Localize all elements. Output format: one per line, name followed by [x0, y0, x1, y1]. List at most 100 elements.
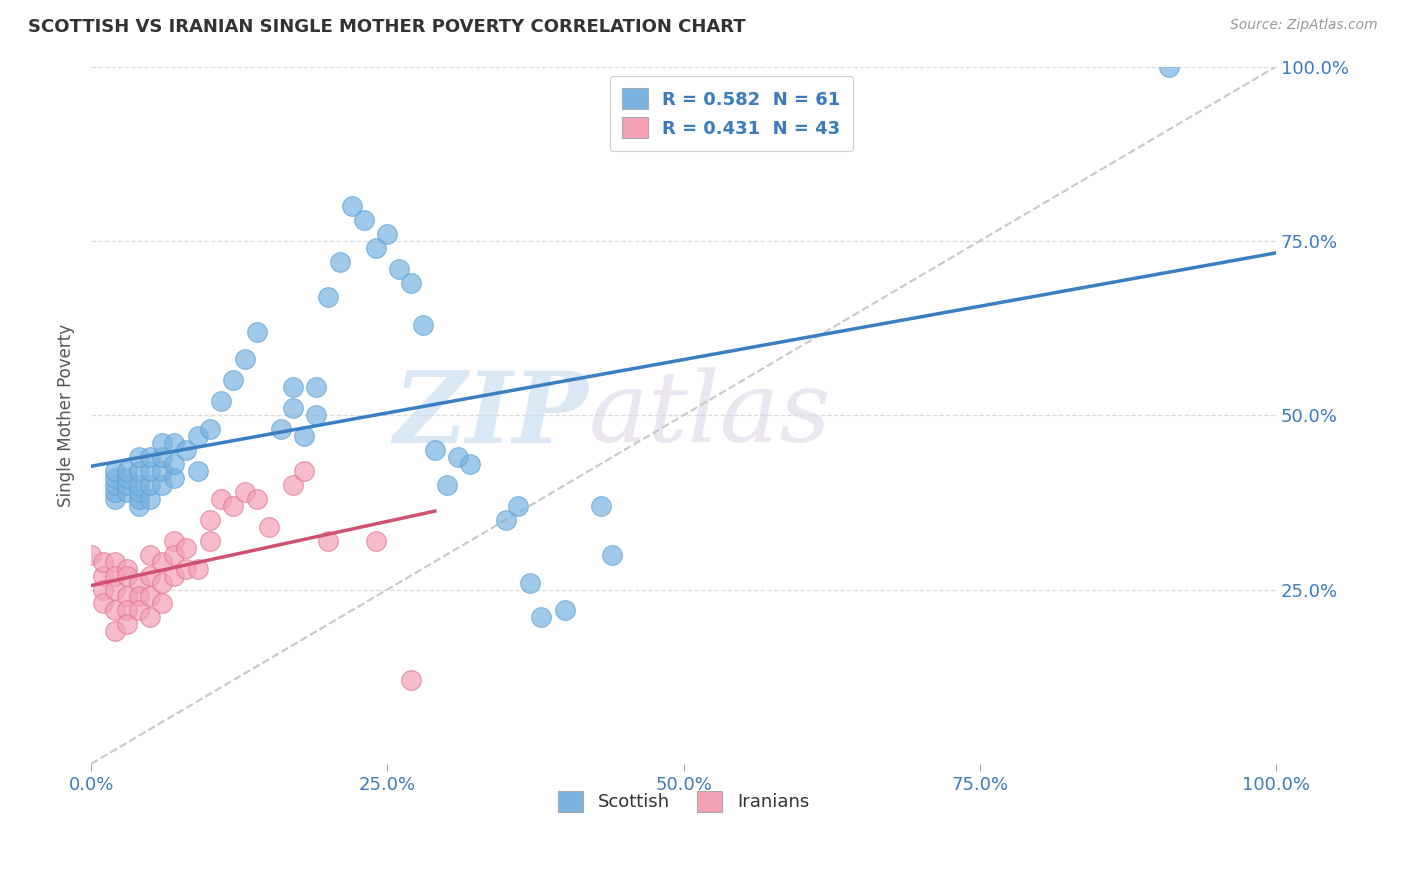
Point — [316, 290, 339, 304]
Point — [281, 401, 304, 416]
Point — [554, 603, 576, 617]
Point — [364, 241, 387, 255]
Point — [139, 491, 162, 506]
Point — [104, 603, 127, 617]
Point — [602, 548, 624, 562]
Point — [115, 478, 138, 492]
Point — [104, 471, 127, 485]
Point — [163, 436, 186, 450]
Point — [163, 471, 186, 485]
Point — [150, 436, 173, 450]
Point — [115, 471, 138, 485]
Point — [128, 575, 150, 590]
Point — [305, 380, 328, 394]
Point — [163, 568, 186, 582]
Point — [436, 478, 458, 492]
Point — [128, 484, 150, 499]
Point — [150, 575, 173, 590]
Point — [139, 568, 162, 582]
Point — [222, 499, 245, 513]
Point — [104, 464, 127, 478]
Point — [139, 590, 162, 604]
Point — [91, 582, 114, 597]
Point — [233, 352, 256, 367]
Point — [128, 464, 150, 478]
Point — [128, 590, 150, 604]
Point — [495, 513, 517, 527]
Point — [423, 443, 446, 458]
Point — [128, 491, 150, 506]
Point — [150, 478, 173, 492]
Point — [388, 261, 411, 276]
Point — [211, 491, 233, 506]
Point — [104, 478, 127, 492]
Point — [530, 610, 553, 624]
Point — [91, 597, 114, 611]
Point — [187, 429, 209, 443]
Point — [399, 276, 422, 290]
Point — [104, 582, 127, 597]
Point — [353, 213, 375, 227]
Point — [305, 408, 328, 422]
Point — [506, 499, 529, 513]
Point — [139, 548, 162, 562]
Point — [399, 673, 422, 688]
Point — [139, 464, 162, 478]
Point — [364, 533, 387, 548]
Point — [150, 450, 173, 464]
Point — [211, 394, 233, 409]
Point — [150, 464, 173, 478]
Point — [163, 533, 186, 548]
Point — [115, 590, 138, 604]
Point — [198, 513, 221, 527]
Point — [174, 561, 197, 575]
Point — [198, 533, 221, 548]
Point — [163, 457, 186, 471]
Point — [589, 499, 612, 513]
Point — [412, 318, 434, 332]
Point — [294, 429, 316, 443]
Point — [270, 422, 292, 436]
Point — [222, 373, 245, 387]
Point — [329, 255, 352, 269]
Point — [163, 548, 186, 562]
Point — [115, 561, 138, 575]
Point — [115, 568, 138, 582]
Point — [150, 555, 173, 569]
Point — [447, 450, 470, 464]
Point — [139, 478, 162, 492]
Point — [187, 464, 209, 478]
Point — [128, 450, 150, 464]
Point — [139, 610, 162, 624]
Point — [316, 533, 339, 548]
Point — [246, 491, 269, 506]
Point — [104, 484, 127, 499]
Point — [281, 380, 304, 394]
Point — [115, 484, 138, 499]
Point — [257, 520, 280, 534]
Text: SCOTTISH VS IRANIAN SINGLE MOTHER POVERTY CORRELATION CHART: SCOTTISH VS IRANIAN SINGLE MOTHER POVERT… — [28, 18, 745, 36]
Point — [104, 555, 127, 569]
Point — [91, 555, 114, 569]
Point — [198, 422, 221, 436]
Point — [187, 561, 209, 575]
Point — [340, 199, 363, 213]
Y-axis label: Single Mother Poverty: Single Mother Poverty — [58, 324, 75, 507]
Point — [115, 603, 138, 617]
Text: ZIP: ZIP — [394, 367, 589, 464]
Point — [377, 227, 399, 241]
Point — [104, 491, 127, 506]
Point — [519, 575, 541, 590]
Point — [91, 568, 114, 582]
Point — [246, 325, 269, 339]
Point — [174, 443, 197, 458]
Text: Source: ZipAtlas.com: Source: ZipAtlas.com — [1230, 18, 1378, 32]
Point — [150, 597, 173, 611]
Point — [233, 484, 256, 499]
Point — [115, 464, 138, 478]
Text: atlas: atlas — [589, 368, 831, 463]
Point — [139, 450, 162, 464]
Point — [104, 568, 127, 582]
Point — [128, 478, 150, 492]
Point — [1159, 60, 1181, 74]
